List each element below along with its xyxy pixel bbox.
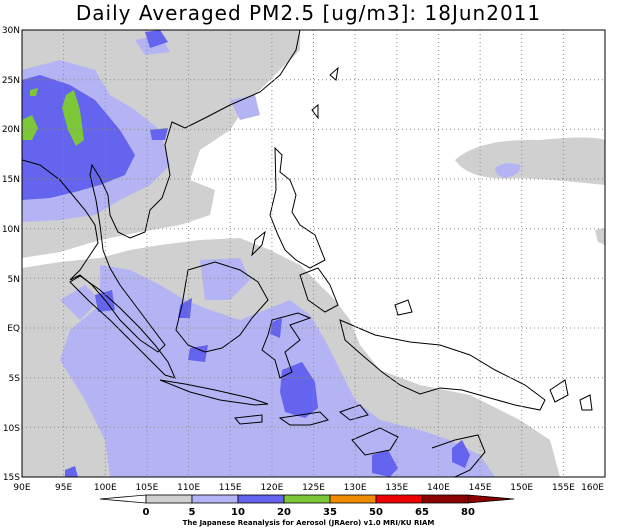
colorbar-segment [283, 494, 331, 504]
colorbar-label: 65 [415, 507, 429, 518]
gridlines [22, 30, 605, 477]
colorbar-label: 20 [277, 507, 291, 518]
lat-label: 5N [8, 275, 20, 285]
colorbar-label: 50 [369, 507, 383, 518]
colorbar-segment [375, 494, 423, 504]
lon-label: 95E [55, 483, 72, 493]
colorbar-labels: 0 5 10 20 35 50 65 80 [143, 507, 475, 518]
colorbar-label: 80 [461, 507, 475, 518]
colorbar-label: 10 [231, 507, 245, 518]
lat-label: 15N [2, 175, 20, 185]
lat-label: 5S [9, 374, 21, 384]
colorbar-segment [145, 494, 193, 504]
credit-line: The Japanese Reanalysis for Aerosol (JRA… [182, 519, 435, 527]
plot-frame [21, 29, 606, 478]
lon-label: 150E [510, 483, 533, 493]
colorbar-label: 0 [143, 507, 150, 518]
colorbar-segment [421, 494, 469, 504]
colorbar-label: 35 [323, 507, 337, 518]
lon-label: 145E [469, 483, 492, 493]
colorbar-label: 5 [189, 507, 196, 518]
lat-label: 10N [2, 225, 20, 235]
colorbar-segment [237, 494, 285, 504]
longitude-axis: 90E 95E 100E 105E 110E 115E 120E 125E 13… [13, 483, 604, 493]
coastlines [22, 30, 593, 477]
lon-label: 120E [260, 483, 283, 493]
concentration-field [22, 30, 605, 477]
lat-label: 20N [2, 125, 20, 135]
lon-label: 160E [581, 483, 604, 493]
lat-label: 25N [2, 76, 20, 86]
lon-label: 155E [552, 483, 575, 493]
lat-label: 30N [2, 26, 20, 36]
colorbar [99, 494, 515, 504]
latitude-axis: 30N 25N 20N 15N 10N 5N EQ 5S 10S 15S [2, 26, 20, 483]
colorbar-segment [191, 494, 239, 504]
lat-label: 15S [3, 473, 20, 483]
lon-label: 140E [427, 483, 450, 493]
lon-label: 100E [94, 483, 117, 493]
lon-label: 105E [135, 483, 158, 493]
lon-label: 90E [13, 483, 30, 493]
lon-label: 115E [219, 483, 242, 493]
map-title: Daily Averaged PM2.5 [ug/m3]: 18Jun2011 [75, 1, 542, 25]
lat-label: EQ [7, 324, 20, 334]
colorbar-segment [329, 494, 377, 504]
lon-label: 125E [302, 483, 325, 493]
lon-label: 110E [177, 483, 200, 493]
colorbar-segment [467, 494, 515, 504]
lon-label: 135E [385, 483, 408, 493]
lat-label: 10S [3, 424, 20, 434]
colorbar-segment [99, 494, 147, 504]
lon-label: 130E [344, 483, 367, 493]
